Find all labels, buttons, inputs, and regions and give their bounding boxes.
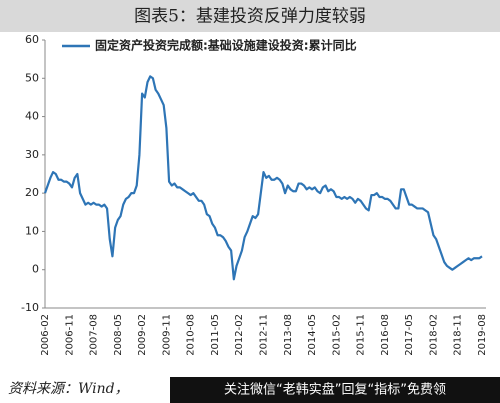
y-tick-label: 60 — [25, 33, 39, 46]
y-tick-label: 0 — [32, 263, 39, 276]
x-tick-label: 2013-08 — [283, 314, 294, 356]
x-tick-label: 2017-05 — [404, 314, 415, 356]
x-tick-label: 2006-11 — [64, 314, 75, 356]
x-tick-label: 2019-08 — [477, 314, 488, 356]
legend-label: 固定资产投资完成额:基础设施建设投资:累计同比 — [95, 38, 357, 53]
x-tick-label: 2010-08 — [186, 314, 197, 356]
x-tick-label: 2015-02 — [331, 314, 342, 356]
watermark: 关注微信“老韩实盘”回复“指标”免费领 — [224, 382, 446, 398]
x-tick-label: 2008-05 — [113, 314, 124, 356]
y-tick-label: -10 — [21, 301, 39, 314]
x-tick-label: 2018-02 — [428, 314, 439, 356]
x-tick-label: 2009-11 — [161, 314, 172, 356]
x-tick-label: 2012-11 — [259, 314, 270, 356]
x-tick-label: 2006-02 — [40, 314, 51, 356]
line — [43, 75, 483, 281]
y-tick-label: 30 — [25, 148, 39, 161]
y-tick-label: 20 — [25, 186, 39, 199]
x-tick-label: 2014-05 — [307, 314, 318, 356]
x-tick-label: 2007-08 — [89, 314, 100, 356]
y-tick-label: 40 — [25, 110, 39, 123]
x-tick-label: 2009-02 — [137, 314, 148, 356]
x-tick-label: 2012-02 — [234, 314, 245, 356]
watermark-box — [170, 377, 500, 403]
x-tick-label: 2015-11 — [356, 314, 367, 356]
x-tick-label: 2018-11 — [453, 314, 464, 356]
x-tick-label: 2016-08 — [380, 314, 391, 356]
x-tick-label: 2011-05 — [210, 314, 221, 356]
title-bar — [0, 0, 500, 32]
y-tick-label: 10 — [25, 224, 39, 237]
source: 资料来源：Wind， — [8, 381, 129, 397]
chart-title: 图表5：基建投资反弹力度较弱 — [134, 7, 366, 27]
y-tick-label: 50 — [25, 71, 39, 84]
